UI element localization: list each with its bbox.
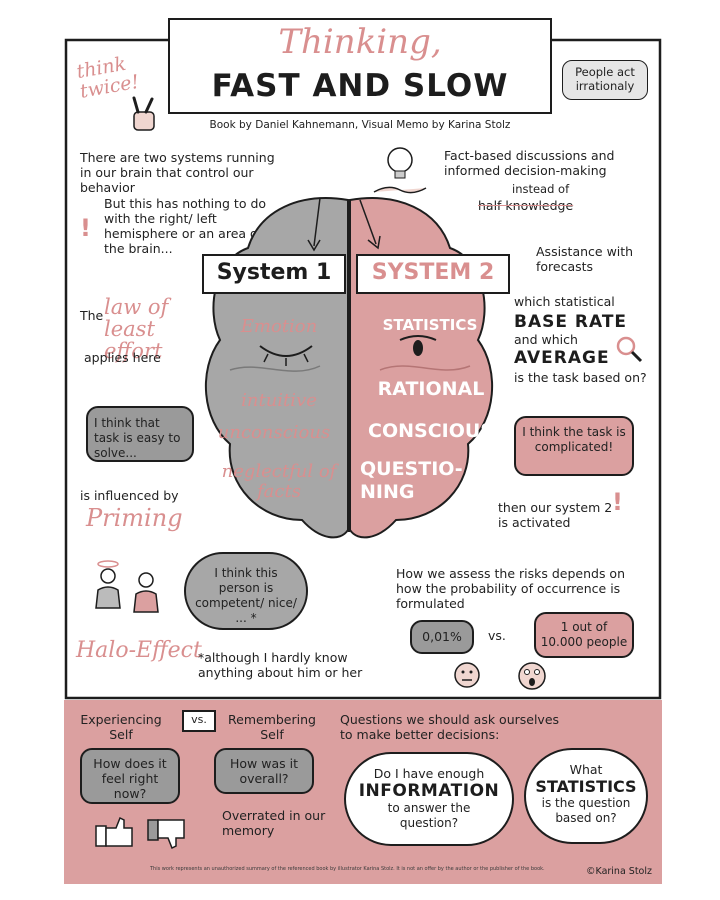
- halo-effect-label: Halo-Effect: [76, 638, 202, 663]
- thumbs-icons: [95, 816, 185, 850]
- two-people-icon: [95, 560, 159, 613]
- exclamation-icon: !: [80, 214, 91, 242]
- system2-word-rational: RATIONAL: [377, 378, 485, 400]
- questions-heading: Questions we should ask ourselves to mak…: [340, 712, 560, 742]
- system1-word-emotion: Emotion: [240, 316, 318, 337]
- what-text: What: [569, 762, 603, 777]
- two-systems-text: There are two systems running in our bra…: [80, 150, 275, 195]
- task-based-text: is the task based on?: [514, 370, 647, 385]
- experiencing-self-label: Experiencing Self: [80, 712, 162, 742]
- exclamation-icon-right: !: [612, 488, 623, 516]
- easy-task-bubble: I think that task is easy to solve...: [86, 406, 194, 462]
- percent-bubble: 0,01%: [410, 620, 474, 654]
- instead-of-text: instead of: [512, 182, 570, 196]
- copyright-text: ©Karina Stolz: [586, 866, 652, 877]
- system1-word-unconscious: unconscious: [217, 422, 331, 443]
- title-script: Thinking,: [278, 22, 442, 62]
- law-pre-text: The: [80, 308, 104, 323]
- system2-label: SYSTEM 2: [356, 254, 510, 294]
- law-post-text: applies here: [84, 350, 161, 365]
- halo-footnote: *although I hardly know anything about h…: [198, 650, 363, 680]
- not-left-right-text: But this has nothing to do with the righ…: [104, 196, 267, 256]
- system2-word-statistics: STATISTICS: [382, 316, 478, 334]
- info-pre-text: Do I have enough: [373, 766, 485, 781]
- base-rate-text: BASE RATE: [514, 312, 628, 332]
- system1-word-intuitive: intuitive: [241, 390, 317, 411]
- and-which-text: and which: [514, 332, 578, 347]
- thumbs-up-icon: [95, 825, 107, 847]
- people-bubble: 1 out of 10.000 people: [534, 612, 634, 658]
- people-act-irrationally-note: People act irrationaly: [562, 60, 648, 100]
- closed-eye-icon: [259, 345, 313, 366]
- title-main: FAST AND SLOW: [211, 68, 509, 104]
- peace-hand-icon: [132, 96, 155, 131]
- information-cloud: Do I have enough INFORMATION to answer t…: [344, 752, 514, 846]
- halo-thought-bubble: I think this person is competent/ nice/ …: [184, 552, 308, 630]
- half-knowledge-text: half knowledge: [478, 198, 574, 213]
- fact-based-text: Fact-based discussions and informed deci…: [444, 148, 615, 178]
- bottom-vs-box: vs.: [182, 710, 216, 732]
- remembering-self-label: Remembering Self: [228, 712, 316, 742]
- title-box: Thinking, FAST AND SLOW: [168, 18, 552, 114]
- disclaimer-text: This work represents an unauthorized sum…: [150, 866, 545, 872]
- info-bold-text: INFORMATION: [358, 781, 500, 801]
- which-stat-text: which statistical: [514, 294, 615, 309]
- statistics-bold-text: STATISTICS: [535, 777, 637, 796]
- thumbs-down-icon: [147, 819, 159, 841]
- influenced-text: is influenced by: [80, 488, 179, 503]
- feel-right-now-bubble: How does it feel right now?: [80, 748, 180, 804]
- overrated-text: Overrated in our memory: [222, 808, 326, 838]
- system2-word-questioning: QUESTIO-NING: [360, 458, 463, 503]
- average-text: AVERAGE: [514, 348, 610, 368]
- overall-bubble: How was it overall?: [214, 748, 314, 794]
- statistics-cloud: What STATISTICS is the question based on…: [524, 748, 648, 844]
- law-of-least-effort: law of least effort: [104, 295, 169, 363]
- activated-text: then our system 2 is activated: [498, 500, 613, 530]
- complicated-bubble: I think the task is complicated!: [514, 416, 634, 476]
- open-eye-icon: [399, 335, 437, 356]
- info-post-text: to answer the question?: [387, 801, 471, 830]
- risk-vs-text: vs.: [488, 628, 506, 643]
- stats-post-text: is the question based on?: [541, 796, 631, 825]
- lightbulb-icon: [373, 147, 427, 194]
- neutral-face-icon: [454, 662, 480, 688]
- arrows-to-systems: [307, 197, 381, 252]
- priming-text: Priming: [86, 504, 183, 532]
- scared-face-icon: [518, 662, 546, 690]
- assistance-text: Assistance with forecasts: [536, 244, 634, 274]
- byline: Book by Daniel Kahnemann, Visual Memo by…: [209, 119, 511, 131]
- system1-word-neglectful: neglectful of facts: [221, 461, 337, 502]
- magnifier-icon: [616, 336, 643, 363]
- system1-label: System 1: [202, 254, 346, 294]
- risk-text: How we assess the risks depends on how t…: [396, 566, 626, 611]
- system2-word-conscious: CONSCIOUS: [368, 420, 494, 442]
